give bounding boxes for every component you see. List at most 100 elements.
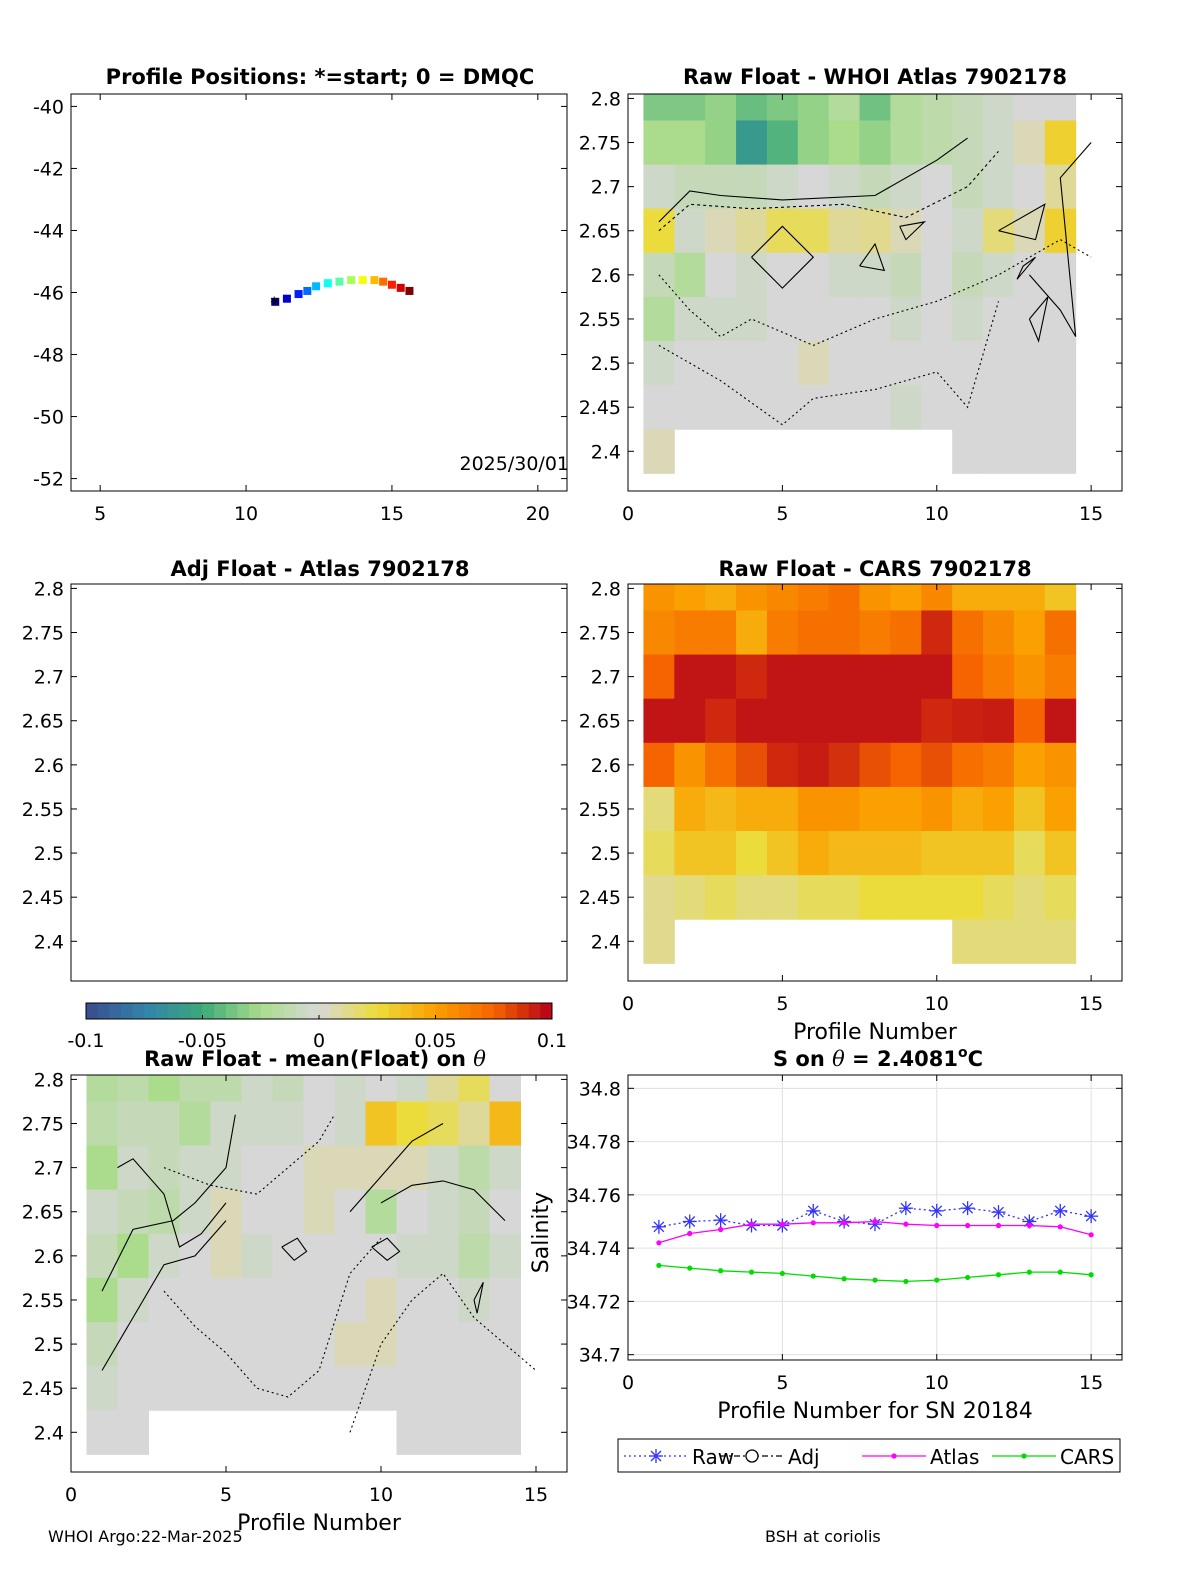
position-marker <box>271 297 280 306</box>
raw-atlas-cell <box>797 252 830 298</box>
salinity-xtick-label: 10 <box>925 1372 949 1394</box>
raw-atlas-panel: Raw Float - WHOI Atlas 7902178 0 5 10 15 2.8 2… <box>579 65 1123 525</box>
raw-mean-cell <box>148 1366 180 1411</box>
raw-mean-contour-line <box>281 1237 308 1262</box>
colorbar-segment <box>167 1003 180 1019</box>
positions-date-annotation: 2025/30/01 <box>459 453 569 475</box>
positions-xtick-label: 5 <box>94 503 106 525</box>
raw-point <box>898 1201 913 1216</box>
raw-mean-xtick-label: 15 <box>524 1484 548 1506</box>
cars-point <box>810 1273 816 1279</box>
raw-cars-cell <box>859 610 891 656</box>
raw-mean-cell <box>489 1410 521 1455</box>
atlas-point <box>903 1221 909 1227</box>
raw-mean-cell <box>458 1322 490 1367</box>
positions-ytick-label: -42 <box>33 158 64 180</box>
raw-mean-ytick-label: 2.7 <box>34 1158 64 1180</box>
raw-cars-cell <box>674 742 706 788</box>
raw-mean-cell <box>179 1075 211 1102</box>
raw-atlas-cell <box>952 296 984 342</box>
raw-point <box>1084 1209 1099 1224</box>
raw-cars-cell <box>766 831 799 876</box>
raw-atlas-cell <box>797 120 830 166</box>
raw-atlas-cell <box>643 120 675 166</box>
raw-atlas-cell <box>674 208 706 254</box>
raw-mean-cell <box>272 1189 304 1235</box>
raw-cars-cell <box>705 654 737 700</box>
position-marker <box>303 286 312 295</box>
raw-mean-cell <box>427 1101 459 1147</box>
adj-atlas-frame <box>70 583 568 982</box>
raw-cars-xtick-label: 0 <box>622 993 634 1015</box>
legend-marker-cars <box>1021 1453 1027 1459</box>
raw-cars-cell <box>643 698 675 744</box>
raw-atlas-cell <box>890 120 922 166</box>
raw-cars-cell <box>952 654 984 700</box>
legend-marker-raw <box>649 1449 663 1463</box>
raw-mean-cell <box>241 1233 273 1279</box>
salinity-ytick-label: 34.72 <box>567 1291 621 1313</box>
raw-cars-cell <box>705 698 737 744</box>
raw-atlas-cell <box>766 385 799 430</box>
raw-mean-cell <box>117 1075 149 1102</box>
salinity-ytick-label: 34.76 <box>567 1185 621 1207</box>
raw-atlas-cell <box>766 164 799 210</box>
raw-atlas-contour-line <box>998 203 1046 241</box>
raw-atlas-cell <box>983 94 1015 121</box>
raw-atlas-cell <box>1044 164 1077 210</box>
raw-mean-cell <box>86 1145 118 1191</box>
raw-atlas-cell <box>1044 385 1077 430</box>
raw-atlas-cell <box>1044 120 1077 166</box>
atlas-point <box>1057 1224 1063 1230</box>
raw-mean-contour-line <box>101 1220 227 1371</box>
raw-cars-ytick-label: 2.55 <box>579 799 621 821</box>
adj-atlas-ytick-label: 2.55 <box>22 799 64 821</box>
raw-atlas-cell <box>890 385 922 430</box>
raw-mean-cell <box>179 1101 211 1147</box>
raw-atlas-cell <box>983 385 1015 430</box>
raw-mean-xtick-label: 5 <box>220 1484 232 1506</box>
positions-frame <box>70 93 568 492</box>
raw-cars-xtick-label: 5 <box>776 993 788 1015</box>
raw-cars-cell <box>643 786 675 832</box>
raw-mean-title-text: Raw Float - mean(Float) on <box>144 1047 473 1071</box>
position-marker <box>282 294 291 303</box>
position-marker <box>387 280 396 289</box>
raw-cars-cell <box>890 698 922 744</box>
raw-mean-cell <box>210 1322 242 1367</box>
raw-atlas-cell <box>766 208 799 254</box>
raw-mean-cell <box>458 1189 490 1235</box>
raw-cars-cell <box>1044 610 1077 656</box>
colorbar-segment <box>307 1003 320 1019</box>
raw-cars-cell <box>705 610 737 656</box>
raw-atlas-cell <box>952 341 984 386</box>
raw-mean-cell <box>396 1277 428 1323</box>
raw-cars-ytick-label: 2.65 <box>579 711 621 733</box>
raw-mean-ytick-label: 2.55 <box>22 1290 64 1312</box>
raw-atlas-cell <box>828 120 861 166</box>
raw-mean-cell <box>396 1410 428 1455</box>
position-start-marker: * <box>270 293 278 312</box>
raw-cars-cell <box>921 875 953 920</box>
raw-cars-title: Raw Float - CARS 7902178 <box>718 557 1031 581</box>
atlas-point <box>995 1222 1002 1229</box>
raw-atlas-cell <box>705 385 737 430</box>
positions-ytick-label: -52 <box>33 469 64 491</box>
raw-atlas-cell <box>1044 296 1077 342</box>
raw-mean-cell <box>148 1233 180 1279</box>
colorbar-segment <box>202 1003 215 1019</box>
raw-cars-cell <box>1044 875 1077 920</box>
raw-atlas-ytick-label: 2.55 <box>579 309 621 331</box>
raw-cars-cell <box>643 610 675 656</box>
position-marker <box>405 286 414 295</box>
raw-mean-ytick-label: 2.65 <box>22 1202 64 1224</box>
raw-mean-cell <box>396 1189 428 1235</box>
raw-atlas-cell <box>921 385 953 430</box>
cars-point <box>1088 1272 1094 1278</box>
raw-mean-cell <box>489 1189 521 1235</box>
colorbar-segment <box>295 1003 308 1019</box>
raw-mean-contour-line <box>380 1180 506 1221</box>
raw-cars-cell <box>890 875 922 920</box>
cars-point <box>903 1278 909 1285</box>
raw-point <box>713 1213 728 1228</box>
